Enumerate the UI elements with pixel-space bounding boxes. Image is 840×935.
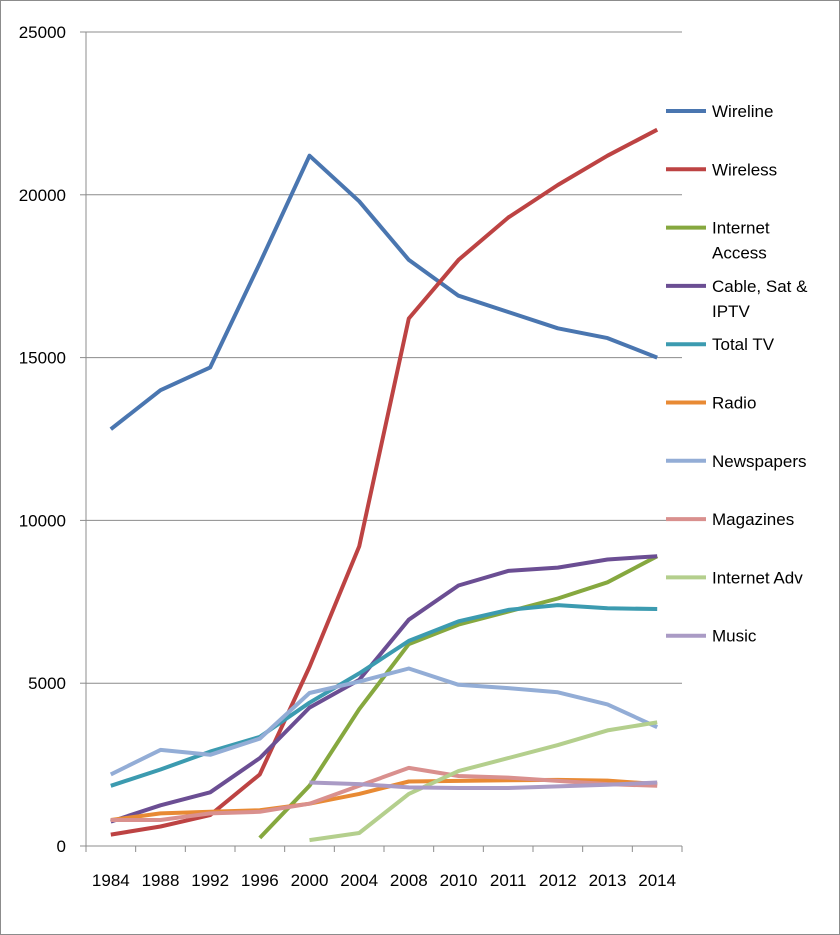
- axes: [80, 31, 683, 852]
- legend: Wireline Wireless Internet Access Cable, Sat…: [666, 102, 808, 646]
- y-tick-label: 20000: [19, 186, 66, 205]
- x-tick-label: 1996: [241, 871, 279, 890]
- y-tick-labels: 0 5000 10000 15000 20000 25000: [19, 23, 66, 856]
- legend-label-cable-sat-iptv: Cable, Sat &: [712, 277, 808, 296]
- legend-label-total-tv: Total TV: [712, 335, 775, 354]
- y-tick-label: 5000: [28, 674, 66, 693]
- series-line-wireless: [110, 127, 659, 837]
- x-tick-label: 2012: [539, 871, 577, 890]
- series-lines: [109, 127, 659, 843]
- legend-label-newspapers: Newspapers: [712, 452, 807, 471]
- y-tick-label: 10000: [19, 511, 66, 530]
- series-line-newspapers: [109, 666, 659, 777]
- series-line-music: [309, 780, 658, 790]
- x-tick-label: 2014: [638, 871, 676, 890]
- x-tick-label: 1988: [142, 871, 180, 890]
- gridlines: [86, 31, 682, 684]
- x-tick-label: 2004: [340, 871, 378, 890]
- legend-label-radio: Radio: [712, 394, 756, 413]
- legend-label-internet-access: Access: [712, 244, 767, 263]
- legend-label-magazines: Magazines: [712, 510, 794, 529]
- y-tick-label: 25000: [19, 23, 66, 42]
- series-line-wireline: [109, 153, 658, 431]
- series-line-cable-sat-iptv: [110, 554, 658, 824]
- y-tick-label: 0: [57, 837, 66, 856]
- legend-label-internet-adv: Internet Adv: [712, 568, 803, 587]
- y-tick-label: 15000: [19, 349, 66, 368]
- legend-label-music: Music: [712, 627, 757, 646]
- x-tick-labels: 1984 1988 1992 1996 2000 2004 2008 2010 2011 2012…: [92, 871, 676, 890]
- series-line-magazines: [110, 765, 658, 822]
- x-tick-label: 2011: [490, 871, 527, 890]
- series-line-internet-access: [258, 554, 659, 840]
- x-tick-label: 2010: [440, 871, 478, 890]
- legend-label-cable-sat-iptv: IPTV: [712, 302, 750, 321]
- legend-label-wireless: Wireless: [712, 160, 777, 179]
- x-tick-label: 2000: [291, 871, 329, 890]
- series-line-internet-adv: [309, 720, 658, 843]
- x-tick-label: 1992: [191, 871, 229, 890]
- legend-label-wireline: Wireline: [712, 102, 773, 121]
- legend-label-internet-access: Internet: [712, 219, 770, 238]
- x-tick-label: 2013: [589, 871, 627, 890]
- x-tick-label: 1984: [92, 871, 130, 890]
- x-tick-label: 2008: [390, 871, 428, 890]
